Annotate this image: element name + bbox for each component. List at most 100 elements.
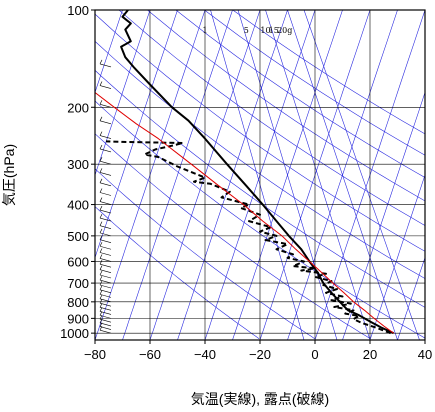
dry-adiabat-line bbox=[95, 69, 425, 308]
y-tick-label: 1000 bbox=[60, 326, 89, 341]
wind-barb-flag bbox=[99, 290, 103, 295]
isotherm-line bbox=[232, 10, 343, 340]
wind-barb-flag bbox=[99, 294, 103, 299]
x-tick-label: −60 bbox=[139, 347, 161, 362]
mixing-ratio-line bbox=[237, 10, 338, 340]
wind-barb bbox=[99, 252, 112, 256]
wind-barb bbox=[99, 279, 112, 284]
wind-barb bbox=[99, 217, 112, 222]
mixing-ratio-label: 10 bbox=[260, 26, 270, 35]
dry-adiabat-line bbox=[147, 10, 425, 202]
parcel-line bbox=[95, 92, 394, 334]
wind-barb-flag bbox=[99, 131, 103, 136]
wind-barb-flag bbox=[99, 270, 103, 276]
wind-barb bbox=[99, 289, 112, 294]
wind-barb-flag bbox=[99, 168, 103, 173]
dry-adiabat-line bbox=[175, 10, 425, 178]
wind-barb bbox=[99, 298, 112, 303]
x-axis-ticks: −80 −60 −40 −20 0 20 40 bbox=[84, 340, 432, 362]
x-tick-label: −40 bbox=[194, 347, 216, 362]
mixing-ratio-line bbox=[265, 10, 371, 340]
wind-barb bbox=[99, 120, 112, 125]
wind-barb bbox=[99, 245, 112, 250]
wind-barb bbox=[99, 135, 112, 139]
wind-barb bbox=[99, 85, 112, 89]
wind-barb-flag bbox=[99, 254, 103, 259]
wind-barb bbox=[99, 192, 112, 196]
wind-barb-flag bbox=[99, 260, 103, 265]
mixing-ratio-label: 1 bbox=[202, 26, 207, 35]
wind-barb-flag bbox=[99, 197, 103, 202]
isotherm-line bbox=[342, 91, 425, 340]
wind-barb-flag bbox=[99, 157, 103, 162]
wind-barb bbox=[99, 274, 112, 279]
wind-barb bbox=[99, 269, 112, 273]
wind-barb bbox=[99, 148, 112, 153]
wind-barb bbox=[99, 329, 112, 334]
mixing-ratio-line bbox=[287, 10, 398, 340]
y-tick-label: 600 bbox=[67, 254, 89, 269]
y-tick-label: 300 bbox=[67, 157, 89, 172]
wind-barb bbox=[99, 322, 112, 327]
isotherm-line bbox=[204, 10, 316, 340]
dry-adiabat-line bbox=[95, 133, 371, 339]
wind-barb bbox=[99, 263, 112, 268]
wind-barb-flag bbox=[99, 116, 103, 121]
wind-barb-flag bbox=[99, 275, 103, 281]
reference-lines bbox=[95, 10, 425, 340]
y-tick-label: 700 bbox=[67, 276, 89, 291]
y-tick-label: 900 bbox=[67, 311, 89, 326]
wind-barb-flag bbox=[99, 242, 103, 247]
wind-barb bbox=[99, 239, 112, 244]
wind-barb bbox=[99, 201, 112, 205]
dewpoint-line bbox=[105, 140, 391, 335]
wind-barb-flag bbox=[99, 100, 103, 105]
wind-barb-flag bbox=[99, 221, 103, 226]
isotherm-line bbox=[369, 174, 425, 340]
x-tick-label: −20 bbox=[249, 347, 271, 362]
wind-barb bbox=[99, 318, 112, 323]
mixing-ratio-line bbox=[303, 10, 420, 340]
wind-barb-flag bbox=[99, 213, 103, 219]
wind-barb bbox=[99, 307, 112, 311]
x-tick-label: 0 bbox=[311, 347, 318, 362]
isotherm-line bbox=[424, 339, 425, 340]
isotherm-line bbox=[259, 10, 371, 340]
wind-barb-flag bbox=[99, 248, 103, 253]
y-tick-label: 200 bbox=[67, 100, 89, 115]
wind-barb-flag bbox=[99, 228, 103, 234]
dry-adiabat-line bbox=[118, 10, 425, 226]
wind-barb bbox=[99, 63, 112, 68]
grid-lines bbox=[94, 9, 426, 340]
wind-barb-flag bbox=[99, 178, 103, 183]
y-tick-label: 800 bbox=[67, 295, 89, 310]
mixing-ratio-label: 20g bbox=[277, 26, 292, 35]
data-lines bbox=[95, 10, 395, 335]
wind-barb-flag bbox=[99, 59, 103, 65]
dry-adiabat-line bbox=[95, 206, 260, 339]
wind-barb bbox=[99, 232, 112, 237]
isotherm-line bbox=[287, 10, 398, 340]
wind-barb bbox=[99, 182, 112, 187]
wind-barb bbox=[99, 258, 112, 262]
wind-barb-flag bbox=[99, 188, 103, 193]
temperature-line bbox=[120, 10, 395, 335]
wind-barb-flag bbox=[99, 265, 103, 270]
wind-barb-flag bbox=[99, 303, 103, 308]
wind-barb-flag bbox=[99, 205, 103, 211]
wind-barb bbox=[99, 294, 112, 298]
wind-barb bbox=[99, 302, 112, 307]
dry-adiabat-line bbox=[95, 40, 425, 279]
y-tick-label: 500 bbox=[67, 229, 89, 244]
x-tick-label: 40 bbox=[418, 347, 432, 362]
wind-barb bbox=[99, 225, 112, 229]
y-tick-label: 400 bbox=[67, 198, 89, 213]
wind-barbs bbox=[99, 59, 112, 334]
mixing-ratio-label: 5 bbox=[244, 26, 249, 35]
wind-barb bbox=[99, 311, 112, 315]
wind-barb bbox=[99, 326, 112, 330]
x-tick-label: 20 bbox=[363, 347, 377, 362]
wind-barb bbox=[99, 103, 112, 108]
